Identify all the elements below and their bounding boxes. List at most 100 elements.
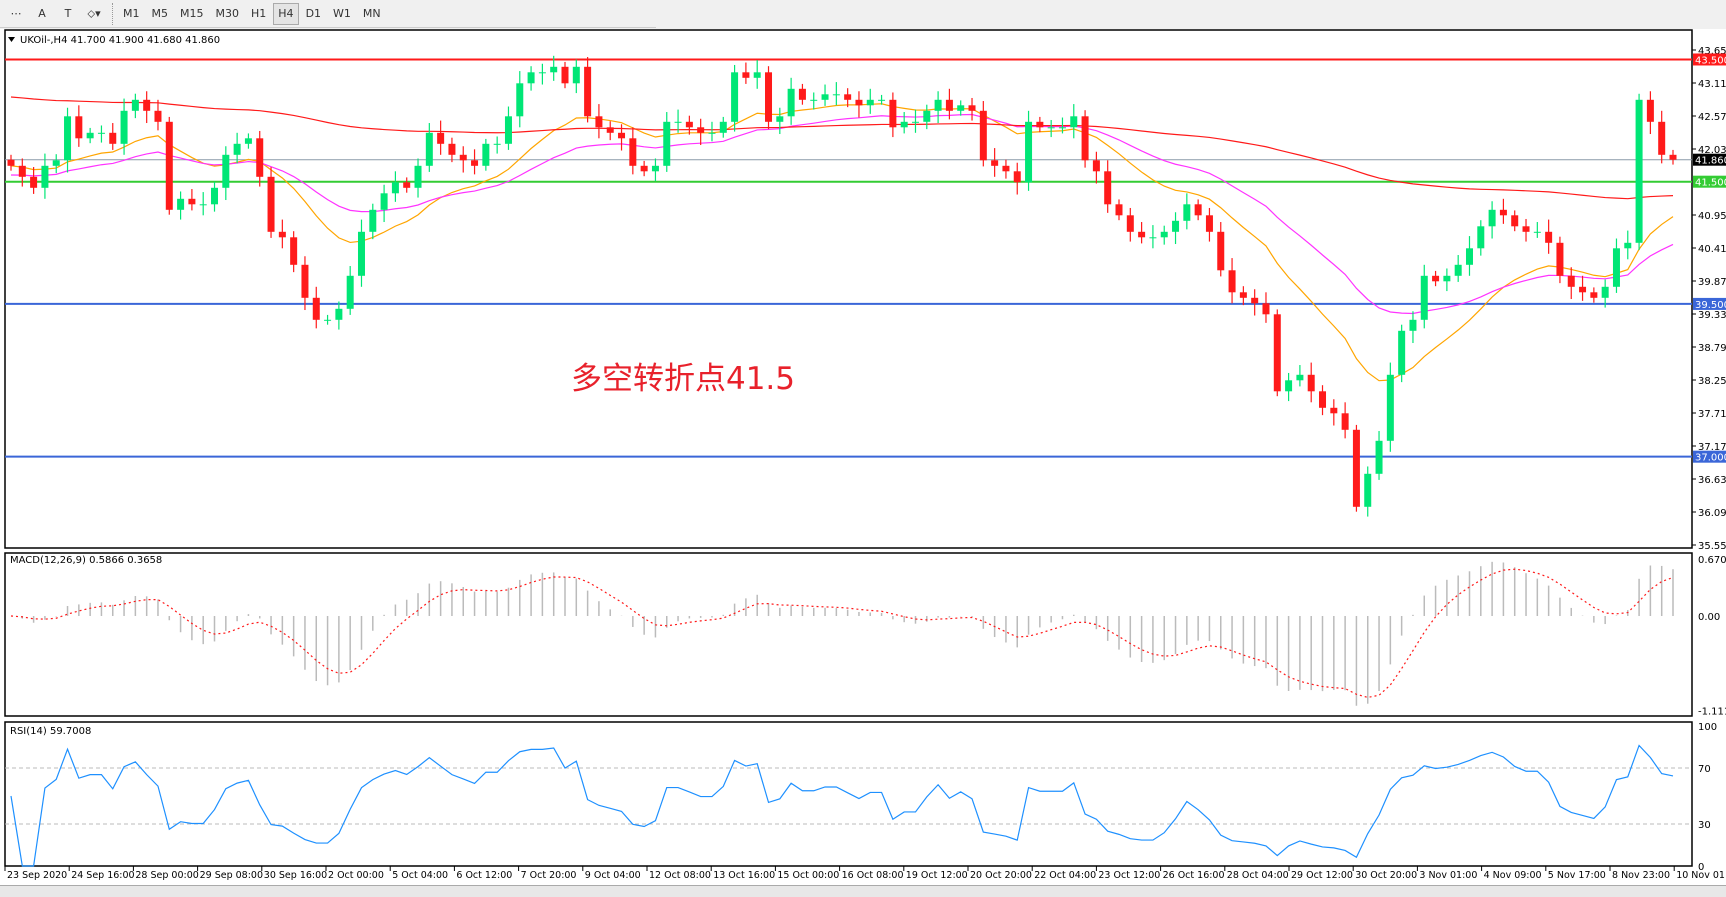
candle[interactable] [391, 171, 399, 202]
candle[interactable] [1454, 255, 1462, 282]
candle[interactable] [1036, 116, 1044, 133]
candle[interactable] [1522, 218, 1530, 242]
candle[interactable] [878, 94, 886, 105]
candle[interactable] [1420, 264, 1428, 329]
candle[interactable] [957, 100, 965, 116]
candle[interactable] [798, 83, 806, 105]
candle[interactable] [1330, 399, 1338, 426]
candle[interactable] [1443, 268, 1451, 292]
candle[interactable] [165, 116, 173, 215]
candle[interactable] [810, 92, 818, 110]
candle[interactable] [109, 123, 117, 150]
candle[interactable] [154, 99, 162, 131]
candle[interactable] [222, 146, 230, 201]
candle[interactable] [1194, 199, 1202, 221]
candle[interactable] [538, 63, 546, 85]
candle[interactable] [335, 301, 343, 330]
candle[interactable] [1081, 110, 1089, 168]
candle[interactable] [1205, 207, 1213, 242]
candle[interactable] [991, 148, 999, 177]
candle[interactable] [448, 137, 456, 163]
candle[interactable] [1013, 162, 1021, 195]
candle[interactable] [143, 91, 151, 124]
timeframe-h4-button[interactable]: H4 [273, 2, 299, 25]
candle[interactable] [459, 146, 467, 173]
candle[interactable] [1296, 365, 1304, 387]
candle[interactable] [278, 219, 286, 249]
candle[interactable] [1398, 324, 1406, 383]
candle[interactable] [425, 123, 433, 172]
candle[interactable] [900, 112, 908, 134]
candle[interactable] [1183, 193, 1191, 230]
candle[interactable] [866, 88, 874, 114]
timeframe-d1-button[interactable]: D1 [305, 7, 322, 20]
candle[interactable] [685, 115, 693, 135]
candle[interactable] [584, 57, 592, 123]
candle[interactable] [1285, 372, 1293, 402]
text-label-tool-button[interactable]: T [64, 7, 72, 20]
candle[interactable] [403, 177, 411, 193]
candle[interactable] [708, 121, 716, 142]
candle[interactable] [776, 107, 784, 135]
candle[interactable] [742, 62, 750, 84]
candle[interactable] [380, 184, 388, 223]
candle[interactable] [640, 160, 648, 177]
candle[interactable] [923, 104, 931, 130]
candle[interactable] [1172, 212, 1180, 245]
candle[interactable] [1228, 258, 1236, 304]
candle[interactable] [357, 219, 365, 287]
candle[interactable] [1319, 385, 1327, 416]
candle[interactable] [1138, 222, 1146, 244]
timeframe-m5-button[interactable]: M5 [151, 7, 169, 20]
collapse-triangle-icon[interactable] [8, 37, 15, 42]
candle[interactable] [30, 167, 38, 194]
candle[interactable] [765, 66, 773, 130]
candle[interactable] [1104, 160, 1112, 213]
candle[interactable] [1160, 225, 1168, 245]
candle[interactable] [1239, 286, 1247, 306]
candle[interactable] [1025, 110, 1033, 191]
candle[interactable] [437, 120, 445, 155]
main-price-pane[interactable] [4, 29, 1693, 549]
candle[interactable] [889, 92, 897, 138]
rsi-pane[interactable] [4, 721, 1693, 867]
candle[interactable] [493, 136, 501, 154]
candle[interactable] [855, 91, 863, 118]
candle[interactable] [18, 158, 26, 187]
candle[interactable] [595, 104, 603, 139]
candle[interactable] [1612, 238, 1620, 293]
candle[interactable] [1545, 219, 1553, 254]
candle[interactable] [1635, 93, 1643, 251]
candle[interactable] [346, 266, 354, 315]
candle[interactable] [244, 133, 252, 149]
candle[interactable] [52, 154, 60, 174]
candle[interactable] [177, 191, 185, 220]
candle[interactable] [471, 149, 479, 175]
candle[interactable] [64, 107, 72, 173]
candle[interactable] [1567, 267, 1575, 300]
timeframe-m30-button[interactable]: M30 [215, 7, 240, 20]
candle[interactable] [1556, 236, 1564, 284]
candle[interactable] [606, 121, 614, 141]
candle[interactable] [516, 71, 524, 128]
macd-pane[interactable] [4, 552, 1693, 717]
candle[interactable] [324, 314, 332, 325]
candle[interactable] [1273, 309, 1281, 397]
candle[interactable] [968, 97, 976, 121]
candle[interactable] [719, 116, 727, 138]
timeframe-h1-button[interactable]: H1 [251, 7, 267, 20]
candle[interactable] [1092, 151, 1100, 184]
timeframe-m1-button[interactable]: M1 [123, 7, 140, 20]
candle[interactable] [1341, 402, 1349, 439]
candle[interactable] [1002, 159, 1010, 179]
candle[interactable] [267, 167, 275, 238]
timeframe-m15-button[interactable]: M15 [180, 7, 204, 20]
candle[interactable] [1465, 236, 1473, 276]
candle[interactable] [256, 130, 264, 187]
candle[interactable] [1386, 362, 1394, 452]
candle[interactable] [1624, 230, 1632, 260]
candle[interactable] [301, 256, 309, 311]
candle[interactable] [945, 88, 953, 120]
candle[interactable] [821, 84, 829, 106]
candle[interactable] [1579, 275, 1587, 301]
